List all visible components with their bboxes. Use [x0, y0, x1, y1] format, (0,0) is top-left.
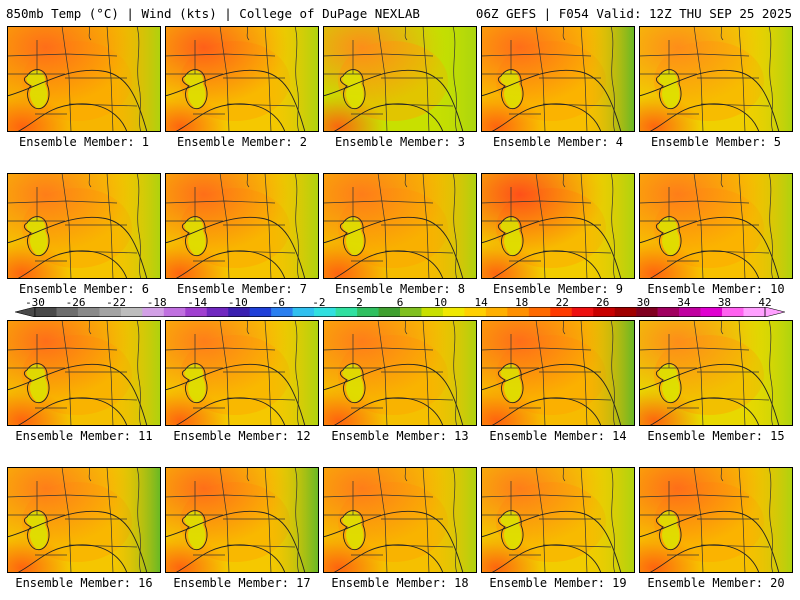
- ensemble-member-label: Ensemble Member: 3: [334, 135, 466, 149]
- colorbar-tick-label: -10: [227, 296, 248, 309]
- ensemble-member-map: [7, 320, 161, 426]
- colorbar-segment: [249, 307, 272, 317]
- colorbar-tick-label: -22: [106, 296, 127, 309]
- colorbar-segment: [636, 307, 658, 317]
- ensemble-member-label: Ensemble Member: 2: [176, 135, 308, 149]
- colorbar-segment: [56, 307, 79, 317]
- colorbar-segment: [99, 307, 122, 317]
- ensemble-member-label: Ensemble Member: 6: [18, 282, 150, 296]
- ensemble-member-label: Ensemble Member: 18: [331, 576, 469, 590]
- ensemble-member-map: [323, 173, 477, 279]
- colorbar-segment: [485, 307, 508, 317]
- ensemble-member-label: Ensemble Member: 11: [15, 429, 153, 443]
- colorbar-tick-label: -2: [312, 296, 326, 309]
- ensemble-member-map: [639, 320, 793, 426]
- ensemble-member-label: Ensemble Member: 14: [489, 429, 627, 443]
- ensemble-member-map: [165, 26, 319, 132]
- ensemble-member-map: [165, 467, 319, 573]
- ensemble-member-label: Ensemble Member: 9: [492, 282, 624, 296]
- colorbar-segment: [550, 307, 573, 317]
- ensemble-member-label: Ensemble Member: 17: [173, 576, 311, 590]
- colorbar-segment: [464, 307, 487, 317]
- colorbar-segment: [314, 307, 336, 317]
- ensemble-member-label: Ensemble Member: 15: [647, 429, 785, 443]
- ensemble-member-map: [481, 467, 635, 573]
- ensemble-member-label: Ensemble Member: 4: [492, 135, 624, 149]
- colorbar-segment: [335, 307, 358, 317]
- ensemble-member-map: [7, 173, 161, 279]
- colorbar-tick-label: 30: [636, 296, 650, 309]
- colorbar-segment: [593, 307, 616, 317]
- ensemble-member-map: [323, 320, 477, 426]
- ensemble-member-label: Ensemble Member: 5: [650, 135, 782, 149]
- ensemble-member-label: Ensemble Member: 16: [15, 576, 153, 590]
- colorbar-tick-label: 26: [596, 296, 610, 309]
- ensemble-member-map: [481, 320, 635, 426]
- ensemble-member-label: Ensemble Member: 19: [489, 576, 627, 590]
- temperature-colorbar: [15, 307, 785, 317]
- ensemble-member-map: [7, 467, 161, 573]
- colorbar-segment: [206, 307, 229, 317]
- colorbar-segment: [743, 307, 766, 317]
- colorbar-segment: [271, 307, 293, 317]
- ensemble-member-label: Ensemble Member: 8: [334, 282, 466, 296]
- colorbar-tick-label: -14: [187, 296, 208, 309]
- ensemble-member-map: [165, 173, 319, 279]
- ensemble-member-label: Ensemble Member: 7: [176, 282, 308, 296]
- colorbar-segment: [528, 307, 551, 317]
- colorbar-segment: [77, 307, 100, 317]
- ensemble-member-map: [639, 173, 793, 279]
- colorbar-tick-label: -6: [271, 296, 285, 309]
- colorbar-tick-label: 34: [677, 296, 691, 309]
- colorbar-tick-label: 18: [515, 296, 529, 309]
- ensemble-member-map: [7, 26, 161, 132]
- colorbar-segment: [507, 307, 530, 317]
- colorbar-segment: [120, 307, 143, 317]
- colorbar-segment: [700, 307, 723, 317]
- ensemble-member-map: [639, 26, 793, 132]
- colorbar-tick-label: 6: [396, 296, 404, 309]
- ensemble-member-label: Ensemble Member: 10: [647, 282, 785, 296]
- ensemble-member-label: Ensemble Member: 1: [18, 135, 150, 149]
- colorbar-tick-label: 2: [356, 296, 363, 309]
- colorbar-segment: [185, 307, 208, 317]
- colorbar-tick-label: 22: [555, 296, 569, 309]
- colorbar-segment: [142, 307, 165, 317]
- ensemble-member-map: [481, 26, 635, 132]
- colorbar-segment: [722, 307, 744, 317]
- colorbar-labels: -30 -26 -22 -18 -14 -10 -6 -2 2 6 10 14 18 22 26 30 34 38…: [0, 296, 800, 309]
- colorbar-segment: [679, 307, 701, 317]
- colorbar-tick-label: -18: [146, 296, 167, 309]
- colorbar-segment: [292, 307, 315, 317]
- colorbar-segment: [400, 307, 422, 317]
- colorbar-right-arrow: [764, 307, 785, 317]
- colorbar-tick-label: 38: [717, 296, 732, 309]
- colorbar-segment: [35, 307, 57, 317]
- colorbar-segment: [421, 307, 444, 317]
- colorbar-segment: [357, 307, 379, 317]
- colorbar-segment: [228, 307, 251, 317]
- ensemble-member-label: Ensemble Member: 20: [647, 576, 785, 590]
- colorbar-tick-label: 14: [474, 296, 488, 309]
- colorbar-tick-label: -30: [25, 296, 45, 309]
- ensemble-member-label: Ensemble Member: 12: [173, 429, 311, 443]
- colorbar-segment: [378, 307, 401, 317]
- colorbar-tick-label: -26: [65, 296, 86, 309]
- ensemble-member-map: [481, 173, 635, 279]
- colorbar-segment: [163, 307, 186, 317]
- colorbar-tick-label: 42: [758, 296, 772, 309]
- ensemble-member-map: [323, 26, 477, 132]
- colorbar-segment: [442, 307, 465, 317]
- ensemble-member-label: Ensemble Member: 13: [331, 429, 469, 443]
- colorbar-segment: [657, 307, 680, 317]
- colorbar-tick-label: 10: [433, 296, 448, 309]
- colorbar-segment: [571, 307, 594, 317]
- colorbar-segment: [614, 307, 637, 317]
- header-title-right: 06Z GEFS | F054 Valid: 12Z THU SEP 25 20…: [475, 6, 792, 21]
- ensemble-member-map: [323, 467, 477, 573]
- colorbar-left-arrow: [15, 307, 36, 317]
- header-title-left: 850mb Temp (°C) | Wind (kts) | College o…: [6, 6, 420, 21]
- ensemble-member-map: [639, 467, 793, 573]
- ensemble-member-map: [165, 320, 319, 426]
